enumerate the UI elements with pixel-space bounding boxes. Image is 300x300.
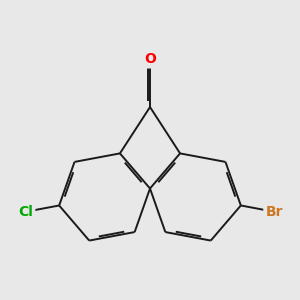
Text: Cl: Cl [19, 205, 33, 219]
Text: Br: Br [265, 205, 283, 219]
Text: O: O [144, 52, 156, 66]
